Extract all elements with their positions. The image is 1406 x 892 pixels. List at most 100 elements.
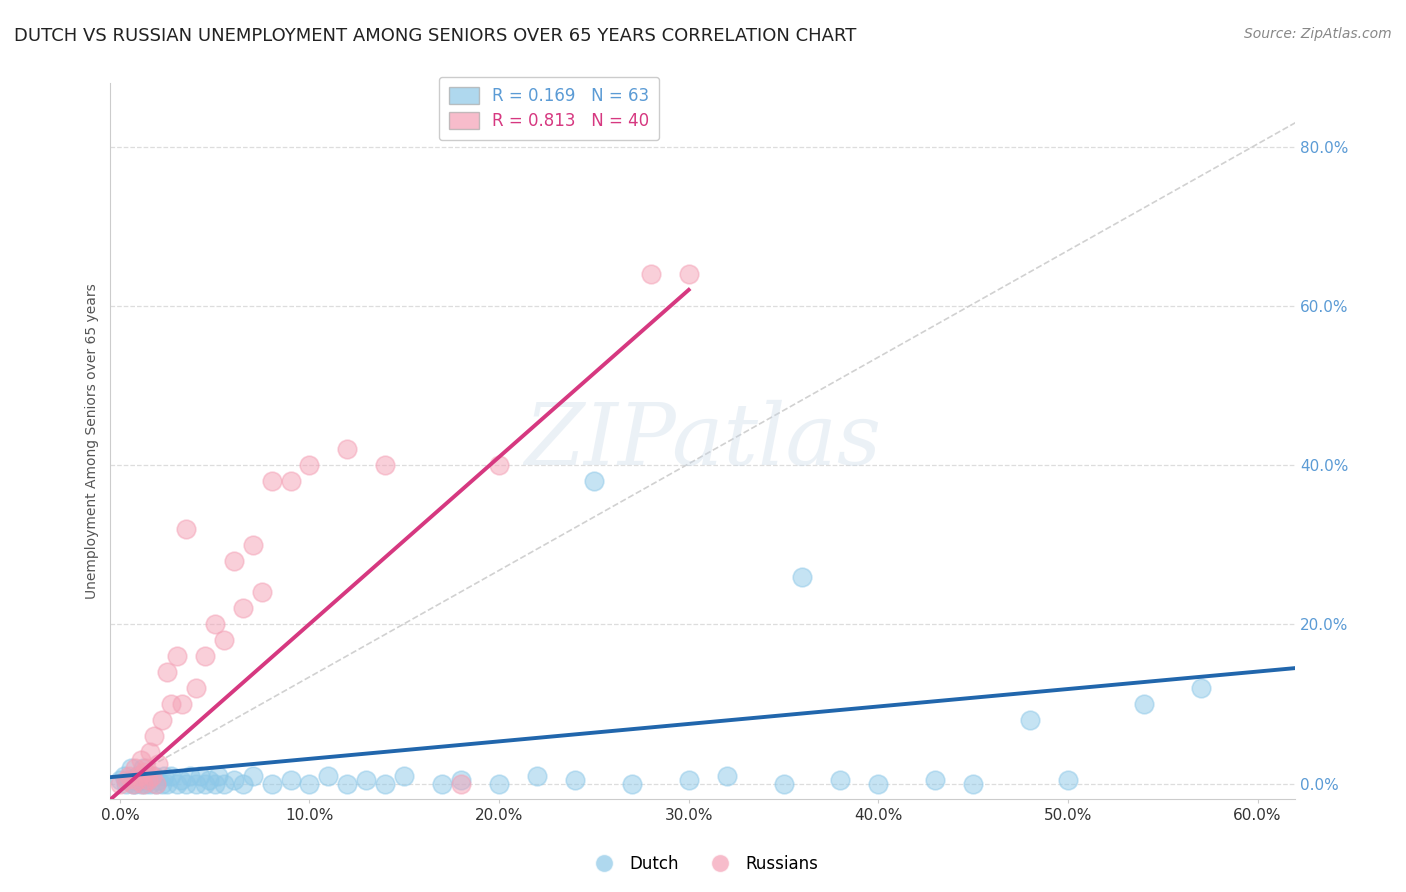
Point <box>184 681 207 695</box>
Point <box>139 745 162 759</box>
Point <box>280 772 302 787</box>
Point <box>124 761 146 775</box>
Point <box>232 601 254 615</box>
Point <box>198 772 221 787</box>
Point <box>318 768 340 782</box>
Point <box>242 538 264 552</box>
Point <box>114 772 136 787</box>
Point <box>160 768 183 782</box>
Point <box>204 617 226 632</box>
Point <box>125 768 148 782</box>
Point <box>394 768 416 782</box>
Point <box>108 776 131 790</box>
Point <box>582 474 605 488</box>
Point <box>222 553 245 567</box>
Point <box>122 776 145 790</box>
Point <box>125 772 148 787</box>
Point <box>174 522 197 536</box>
Point <box>124 776 146 790</box>
Point <box>146 756 169 771</box>
Point <box>488 776 510 790</box>
Point <box>141 768 163 782</box>
Point <box>298 458 321 472</box>
Point <box>830 772 852 787</box>
Point <box>172 697 194 711</box>
Point <box>194 649 217 664</box>
Point <box>120 761 142 775</box>
Point <box>194 776 217 790</box>
Point <box>260 474 283 488</box>
Text: DUTCH VS RUSSIAN UNEMPLOYMENT AMONG SENIORS OVER 65 YEARS CORRELATION CHART: DUTCH VS RUSSIAN UNEMPLOYMENT AMONG SENI… <box>14 27 856 45</box>
Point <box>136 772 159 787</box>
Point <box>134 776 156 790</box>
Legend: R = 0.169   N = 63, R = 0.813   N = 40: R = 0.169 N = 63, R = 0.813 N = 40 <box>439 77 659 140</box>
Legend: Dutch, Russians: Dutch, Russians <box>581 848 825 880</box>
Point <box>118 772 141 787</box>
Point <box>112 768 135 782</box>
Point <box>222 772 245 787</box>
Point <box>488 458 510 472</box>
Point <box>150 776 173 790</box>
Point <box>374 458 396 472</box>
Point <box>184 776 207 790</box>
Point <box>146 772 169 787</box>
Point <box>108 772 131 787</box>
Point <box>356 772 378 787</box>
Point <box>1132 697 1154 711</box>
Point <box>135 768 157 782</box>
Point <box>145 776 167 790</box>
Point <box>212 633 235 648</box>
Point <box>1057 772 1080 787</box>
Point <box>450 776 472 790</box>
Point <box>924 772 946 787</box>
Point <box>188 768 211 782</box>
Text: Source: ZipAtlas.com: Source: ZipAtlas.com <box>1244 27 1392 41</box>
Point <box>131 776 153 790</box>
Point <box>150 713 173 727</box>
Point <box>868 776 890 790</box>
Point <box>962 776 984 790</box>
Point <box>640 267 662 281</box>
Point <box>450 772 472 787</box>
Point <box>678 772 700 787</box>
Point <box>620 776 643 790</box>
Point <box>564 772 586 787</box>
Point <box>118 768 141 782</box>
Point <box>204 776 226 790</box>
Point <box>1189 681 1212 695</box>
Point <box>374 776 396 790</box>
Point <box>128 772 150 787</box>
Point <box>174 776 197 790</box>
Point <box>122 776 145 790</box>
Point <box>152 768 174 782</box>
Point <box>336 776 359 790</box>
Point <box>139 776 162 790</box>
Point <box>169 772 191 787</box>
Point <box>242 768 264 782</box>
Point <box>135 761 157 775</box>
Point <box>156 776 179 790</box>
Text: ZIPatlas: ZIPatlas <box>524 400 882 483</box>
Point <box>131 761 153 775</box>
Point <box>129 753 152 767</box>
Point <box>128 768 150 782</box>
Point <box>114 776 136 790</box>
Point <box>772 776 794 790</box>
Point <box>134 764 156 779</box>
Point <box>207 768 229 782</box>
Point <box>336 442 359 456</box>
Point <box>143 729 166 743</box>
Point <box>156 665 179 679</box>
Point <box>166 649 188 664</box>
Point <box>1019 713 1042 727</box>
Point <box>280 474 302 488</box>
Point <box>212 776 235 790</box>
Point <box>145 776 167 790</box>
Point <box>143 768 166 782</box>
Point <box>678 267 700 281</box>
Point <box>232 776 254 790</box>
Point <box>160 697 183 711</box>
Point <box>179 768 201 782</box>
Point <box>432 776 454 790</box>
Point <box>129 776 152 790</box>
